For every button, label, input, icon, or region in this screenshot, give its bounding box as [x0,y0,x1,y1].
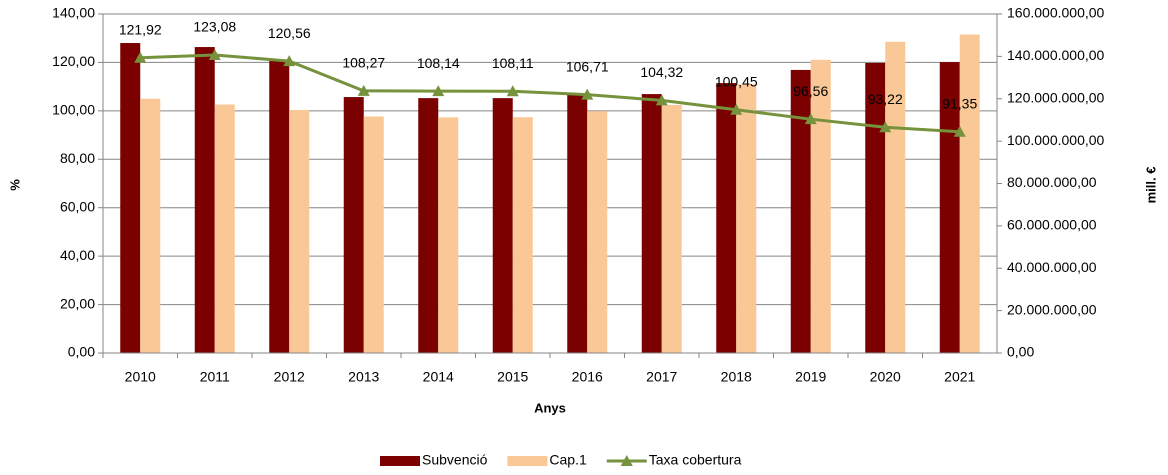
x-tick-label: 2016 [572,369,603,385]
bar [567,94,588,353]
line-marker [283,55,296,67]
data-label: 104,32 [640,64,683,80]
bar [587,111,608,353]
y2-axis-title: mill. € [1143,167,1158,204]
x-tick-label: 2018 [721,369,752,385]
y-tick-label: 20,00 [60,295,95,311]
y2-tick-label: 100.000.000,00 [1007,132,1105,148]
x-tick-label: 2013 [348,369,379,385]
y-tick-label: 80,00 [60,150,95,166]
line-marker [432,85,445,97]
legend-swatch [620,455,633,466]
x-tick-label: 2021 [944,369,975,385]
y-tick-label: 120,00 [52,53,95,69]
y2-tick-label: 140.000.000,00 [1007,47,1105,63]
bar [810,59,831,353]
line-marker [134,51,147,63]
bar [885,41,906,354]
y2-tick-label: 0,00 [1007,344,1034,360]
x-axis-title: Anys [534,400,566,415]
data-label: 108,11 [492,55,534,71]
bar [641,94,662,354]
x-tick-label: 2019 [795,369,826,385]
bar [289,109,310,354]
bar [120,43,141,353]
x-tick-label: 2011 [200,369,230,385]
line-marker [730,103,743,115]
bar [736,84,757,353]
y-tick-label: 100,00 [52,102,95,118]
legend-swatch [507,456,548,466]
x-tick-label: 2017 [646,369,677,385]
bar [140,98,161,353]
legend-label: Cap.1 [549,452,587,468]
y2-tick-label: 160.000.000,00 [1007,5,1105,21]
line-marker [879,121,892,133]
data-label: 108,27 [342,55,385,71]
y2-tick-label: 60.000.000,00 [1007,217,1097,233]
data-label: 121,92 [119,21,162,37]
x-tick-label: 2015 [497,369,528,385]
bar [343,97,364,354]
bar [661,104,682,353]
legend-swatch [380,456,420,466]
x-tick-label: 2010 [125,369,156,385]
line-marker [655,94,668,106]
y-tick-label: 60,00 [60,198,95,214]
y-axis-title: % [7,179,22,191]
bar [363,116,384,353]
bar [959,34,980,353]
bar [194,47,215,354]
line-marker [506,85,519,97]
line-marker [804,113,817,125]
data-label: 106,71 [566,58,609,74]
bar [865,62,886,354]
x-tick-label: 2012 [274,369,305,385]
bar [939,62,960,354]
bar [438,117,459,354]
line [140,53,960,134]
bar [214,104,235,353]
data-label: 93,22 [868,91,903,107]
data-label: 120,56 [268,25,311,41]
legend-label: Taxa cobertura [649,452,742,468]
y2-tick-label: 20.000.000,00 [1007,301,1097,317]
x-tick-label: 2014 [423,369,454,385]
line-marker [581,88,594,100]
data-label: 100,45 [715,73,758,89]
line-marker [357,84,370,96]
data-label: 108,14 [417,55,460,71]
bar [512,117,533,353]
legend-label: Subvenció [422,452,488,468]
line-marker [208,48,221,60]
data-label: 96,56 [793,83,828,99]
data-label: 91,35 [942,96,977,112]
line-marker [953,125,966,137]
y-tick-label: 0,00 [68,344,95,360]
bar [492,98,513,353]
bar [418,98,439,353]
y2-tick-label: 120.000.000,00 [1007,89,1105,105]
bar [269,59,290,354]
bar [716,83,737,353]
y2-tick-label: 80.000.000,00 [1007,174,1097,190]
y-tick-label: 40,00 [60,247,95,263]
data-label: 123,08 [193,19,236,35]
y2-tick-label: 40.000.000,00 [1007,259,1097,275]
bar [790,69,811,353]
x-tick-label: 2020 [870,369,901,385]
y-tick-label: 140,00 [52,5,95,21]
